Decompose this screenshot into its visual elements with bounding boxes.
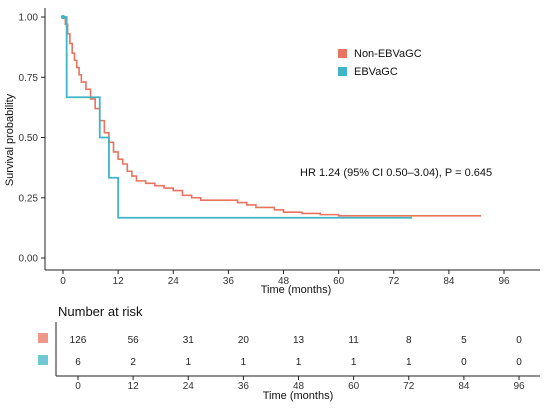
y-tick-label: 1.00 — [19, 13, 39, 24]
risk-x-tick-label: 96 — [513, 381, 525, 392]
risk-count: 31 — [183, 335, 195, 346]
risk-x-tick-label: 72 — [403, 381, 415, 392]
risk-row-swatch — [38, 333, 48, 343]
x-tick-label: 12 — [113, 276, 125, 287]
curve-start-point — [61, 15, 65, 19]
survival-curves — [61, 15, 482, 219]
non-ebvagc-survival-curve — [63, 16, 482, 217]
risk-count: 1 — [406, 357, 412, 368]
y-ticks: 0.00 0.25 0.50 0.75 1.00 — [19, 13, 45, 265]
y-tick-label: 0.25 — [19, 193, 39, 204]
risk-x-tick-label: 12 — [128, 381, 140, 392]
x-ticks: 0 12 24 36 48 60 72 84 96 — [60, 270, 510, 287]
survival-plot: 0.00 0.25 0.50 0.75 1.00 0 12 24 36 48 60 72 84 96 S… — [4, 8, 540, 296]
risk-count: 0 — [516, 335, 522, 346]
risk-x-tick-label: 0 — [75, 381, 81, 392]
risk-count: 2 — [130, 357, 136, 368]
legend: Non-EBVaGC EBVaGC — [338, 48, 422, 78]
x-tick-label: 60 — [333, 276, 345, 287]
x-tick-label: 24 — [168, 276, 180, 287]
risk-x-tick-label: 24 — [183, 381, 195, 392]
risk-x-axis-title: Time (months) — [263, 390, 334, 402]
risk-x-tick-label: 36 — [238, 381, 250, 392]
risk-count: 13 — [293, 335, 305, 346]
x-tick-label: 72 — [388, 276, 400, 287]
hazard-ratio-annotation: HR 1.24 (95% CI 0.50–3.04), P = 0.645 — [300, 167, 492, 179]
risk-table-title: Number at risk — [58, 304, 143, 319]
y-tick-label: 0.50 — [19, 133, 39, 144]
risk-count: 11 — [348, 335, 359, 346]
risk-x-ticks: 0 12 24 36 48 60 72 84 96 — [75, 376, 525, 392]
risk-x-tick-label: 60 — [348, 381, 360, 392]
risk-x-tick-label: 84 — [458, 381, 470, 392]
y-tick-label: 0.00 — [19, 254, 39, 265]
risk-table: Number at risk 126 56 31 20 13 11 8 5 06 2 1 1 1 1 1 0 0… — [38, 304, 540, 402]
risk-count: 56 — [128, 335, 140, 346]
risk-count: 5 — [461, 335, 467, 346]
risk-count: 1 — [351, 357, 357, 368]
risk-x-tick-label: 48 — [293, 381, 305, 392]
x-axis-title: Time (months) — [261, 284, 332, 296]
legend-swatch-ebvagc — [338, 67, 347, 76]
legend-label-ebvagc: EBVaGC — [354, 66, 398, 78]
risk-count: 1 — [296, 357, 302, 368]
risk-count: 0 — [461, 357, 467, 368]
x-tick-label: 48 — [278, 276, 290, 287]
x-tick-label: 0 — [60, 276, 66, 287]
risk-count: 6 — [75, 357, 81, 368]
legend-label-non-ebvagc: Non-EBVaGC — [354, 48, 422, 60]
risk-count: 126 — [70, 335, 87, 346]
legend-swatch-non-ebvagc — [338, 49, 347, 58]
risk-rows: 126 56 31 20 13 11 8 5 06 2 1 1 1 1 1 0 0 — [38, 333, 522, 368]
x-tick-label: 96 — [498, 276, 510, 287]
ebvagc-survival-curve — [63, 16, 413, 219]
x-tick-label: 84 — [443, 276, 455, 287]
y-tick-label: 0.75 — [19, 73, 39, 84]
risk-row-swatch — [38, 355, 48, 365]
x-tick-label: 36 — [223, 276, 235, 287]
risk-count: 1 — [185, 357, 191, 368]
risk-count: 20 — [238, 335, 250, 346]
risk-count: 0 — [516, 357, 522, 368]
y-axis-title: Survival probability — [4, 93, 16, 186]
risk-count: 8 — [406, 335, 412, 346]
risk-count: 1 — [241, 357, 247, 368]
